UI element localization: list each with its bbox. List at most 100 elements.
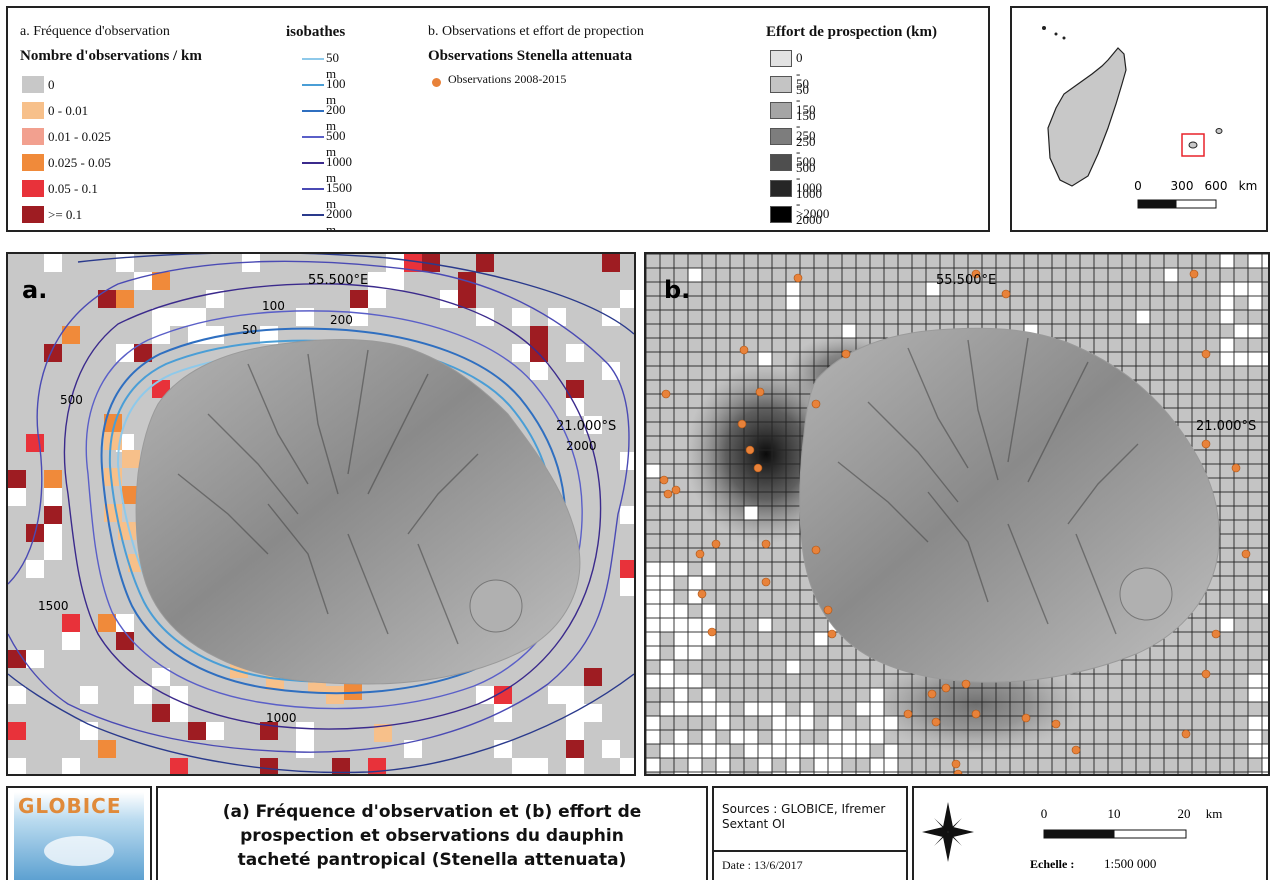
no-effort-cell <box>8 758 26 774</box>
north-arrow-icon <box>922 802 974 862</box>
inset-scale-unit: km <box>1239 179 1258 193</box>
no-effort-cell <box>44 488 62 506</box>
isobaths-heading: isobathes <box>286 24 346 40</box>
frequency-cell <box>602 254 620 272</box>
frequency-cell <box>62 614 80 632</box>
observation-point <box>711 539 721 549</box>
frequency-swatch <box>22 206 44 223</box>
observation-point <box>1189 269 1199 279</box>
contour-label-500: 500 <box>60 393 83 407</box>
no-effort-cell <box>512 344 530 362</box>
no-effort-cell <box>620 452 634 470</box>
isobath-label: 50 m <box>326 50 339 81</box>
mauritius-island <box>1215 128 1223 134</box>
contour-label-2000: 2000 <box>566 439 597 453</box>
no-effort-cell <box>152 308 170 326</box>
scale-svg: 0 10 20 km Echelle : 1:500 000 <box>922 802 1222 871</box>
logo-box: GLOBICE <box>6 786 152 880</box>
observation-point <box>739 345 749 355</box>
frequency-cell <box>152 272 170 290</box>
map-a-lat-label: 21.000°S <box>556 419 616 434</box>
observation-point <box>745 445 755 455</box>
no-effort-cell <box>26 650 44 668</box>
observation-point <box>931 717 941 727</box>
observation-point <box>1001 289 1011 299</box>
no-effort-cell <box>476 686 494 704</box>
frequency-cell <box>422 254 440 272</box>
observation-point <box>951 759 961 769</box>
legend-a-subheading: Nombre d'observations / km <box>20 48 202 64</box>
logo: GLOBICE <box>14 792 144 880</box>
isobath-label: 2000 m <box>326 206 352 232</box>
frequency-cell <box>326 686 344 704</box>
frequency-cell <box>458 290 476 308</box>
observation-point <box>1021 713 1031 723</box>
observation-point <box>697 589 707 599</box>
observation-points <box>659 269 1251 774</box>
effort-label: 500 - 1000 <box>796 154 822 201</box>
observation-point <box>1071 745 1081 755</box>
reunion-island <box>1188 141 1198 149</box>
no-effort-cell <box>368 272 386 290</box>
frequency-swatch <box>22 154 44 171</box>
reunion-island-terrain <box>135 339 581 685</box>
observation-point <box>971 709 981 719</box>
effort-swatch <box>770 50 792 67</box>
frequency-label: 0 - 0.01 <box>48 103 89 118</box>
isobath-1500 <box>8 260 630 753</box>
observation-point <box>1231 463 1241 473</box>
frequency-cell <box>368 758 386 774</box>
no-effort-cell <box>26 560 44 578</box>
legend-b-subheading: Observations Stenella attenuata <box>428 48 633 64</box>
frequency-swatch <box>22 76 44 93</box>
frequency-cell <box>494 686 512 704</box>
observation-point <box>1051 719 1061 729</box>
no-effort-cell <box>566 722 584 740</box>
map-b: b. 55.500°E 21.000°S <box>644 252 1270 776</box>
map-b-svg: b. 55.500°E 21.000°S <box>646 254 1268 774</box>
isobath-label: 100 m <box>326 76 346 107</box>
no-effort-cell <box>566 398 584 416</box>
frequency-cell <box>8 470 26 488</box>
observation-point <box>663 489 673 499</box>
observation-point <box>761 577 771 587</box>
observation-point <box>953 769 963 774</box>
frequency-cell <box>134 344 152 362</box>
map-title-line-2: prospection et observations du dauphin <box>240 826 624 846</box>
date-text: Date : 13/6/2017 <box>722 858 803 872</box>
isobath-line-swatch <box>302 214 324 216</box>
frequency-cell <box>404 254 422 272</box>
no-effort-cell <box>296 308 314 326</box>
inset-scale-600: 600 <box>1205 179 1228 193</box>
observation-point <box>1211 629 1221 639</box>
no-effort-cell <box>116 614 134 632</box>
no-effort-cell <box>530 758 548 774</box>
reunion-highlight-box <box>1181 133 1205 157</box>
frequency-cell <box>374 724 392 742</box>
frequency-swatch <box>22 128 44 145</box>
no-effort-cell <box>512 308 530 326</box>
isobath-2000 <box>8 254 634 774</box>
no-effort-cell <box>206 722 224 740</box>
no-effort-cell <box>440 290 458 308</box>
no-effort-cell <box>206 326 224 344</box>
frequency-swatch <box>22 180 44 197</box>
effort-label: 250 - 500 <box>796 128 816 175</box>
isobath-label: 200 m <box>326 102 346 133</box>
frequency-cell <box>260 758 278 774</box>
frequency-swatch <box>22 102 44 119</box>
no-effort-cell <box>566 686 584 704</box>
contour-label-200: 200 <box>330 313 353 327</box>
no-effort-cell <box>296 722 314 740</box>
map-a-panel-label: a. <box>22 276 47 304</box>
no-effort-cell <box>620 578 634 596</box>
no-effort-cell <box>44 254 62 272</box>
no-effort-cell <box>134 272 152 290</box>
scalebar-white <box>1113 829 1187 839</box>
inset-map: 0 300 600 km <box>1010 6 1268 232</box>
isobath-line-swatch <box>302 110 324 112</box>
whale-icon <box>44 836 114 866</box>
map-b-lat-label: 21.000°S <box>1196 419 1256 434</box>
frequency-cell <box>116 290 134 308</box>
frequency-cell <box>620 560 634 578</box>
